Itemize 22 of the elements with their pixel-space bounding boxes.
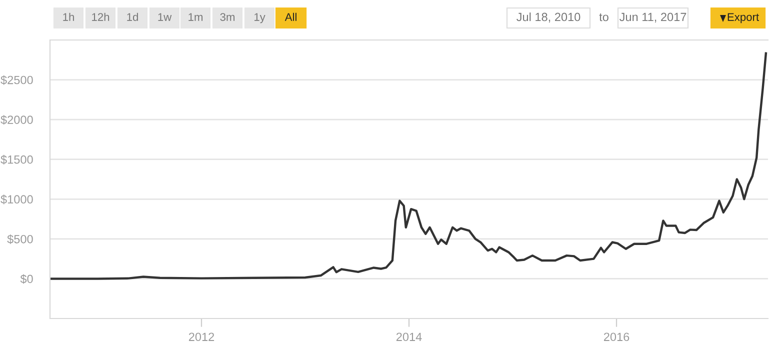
- x-tick-label: 2014: [396, 332, 422, 342]
- text: 1m: [188, 13, 202, 21]
- y-tick-label: $0: [20, 274, 33, 284]
- y-tick-label: $500: [7, 234, 33, 244]
- y-tick-label: $1000: [0, 194, 33, 204]
- text: 1w: [158, 13, 172, 21]
- text: Jul 18, 2010: [516, 12, 580, 23]
- y-tick-label: $1500: [0, 154, 33, 164]
- x-tick-label: 2016: [604, 332, 630, 342]
- text: All: [284, 12, 296, 21]
- text: Jun 11, 2017: [619, 12, 686, 23]
- text: 1d: [127, 12, 138, 21]
- text: to: [599, 13, 608, 22]
- text: 1h: [63, 12, 74, 21]
- text: 12h: [92, 12, 110, 21]
- text: 3m: [220, 13, 234, 21]
- x-tick-label: 2012: [188, 332, 214, 342]
- text: 1y: [254, 13, 266, 24]
- y-tick-label: $2000: [0, 115, 33, 125]
- y-tick-label: $2500: [0, 75, 33, 85]
- line-series: [50, 52, 768, 280]
- text: Export: [728, 13, 759, 24]
